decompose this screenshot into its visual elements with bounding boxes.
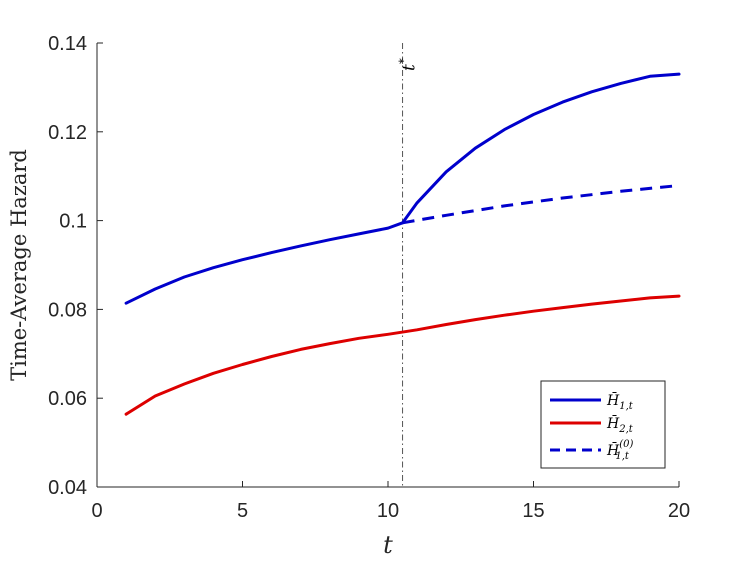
y-tick-label: 0.14 bbox=[48, 33, 87, 55]
legend-box bbox=[540, 380, 666, 469]
x-tick-label: 10 bbox=[377, 500, 399, 522]
x-tick-label: 15 bbox=[522, 500, 544, 522]
legend-label-3: H̄(0) 1,t bbox=[606, 439, 633, 462]
axes: 0 5 10 15 20 0.04 0.06 0.08 0.1 0.12 0.14 t* bbox=[48, 33, 690, 522]
x-tick-label: 20 bbox=[668, 500, 690, 522]
series-line-2 bbox=[124, 294, 681, 416]
x-tick-label: 5 bbox=[237, 500, 248, 522]
legend: H̄1,tH̄2,t H̄(0) 1,t bbox=[540, 380, 666, 469]
y-tick-label: 0.04 bbox=[48, 477, 87, 499]
series-line-3 bbox=[402, 184, 680, 225]
y-axis-label: Time-Average Hazard bbox=[7, 149, 31, 381]
legend-label-2: H̄2,t bbox=[606, 414, 634, 435]
plot-series bbox=[124, 72, 681, 416]
y-tick-label: 0.1 bbox=[59, 211, 87, 233]
y-tick-label: 0.08 bbox=[48, 299, 87, 321]
x-axis-label: t bbox=[383, 531, 393, 559]
legend-label-1: H̄1,t bbox=[606, 391, 634, 412]
y-tick-label: 0.12 bbox=[48, 122, 87, 144]
reference-vline-label: t* bbox=[397, 58, 420, 71]
x-tick-label: 0 bbox=[91, 500, 102, 522]
y-tick-label: 0.06 bbox=[48, 388, 87, 410]
